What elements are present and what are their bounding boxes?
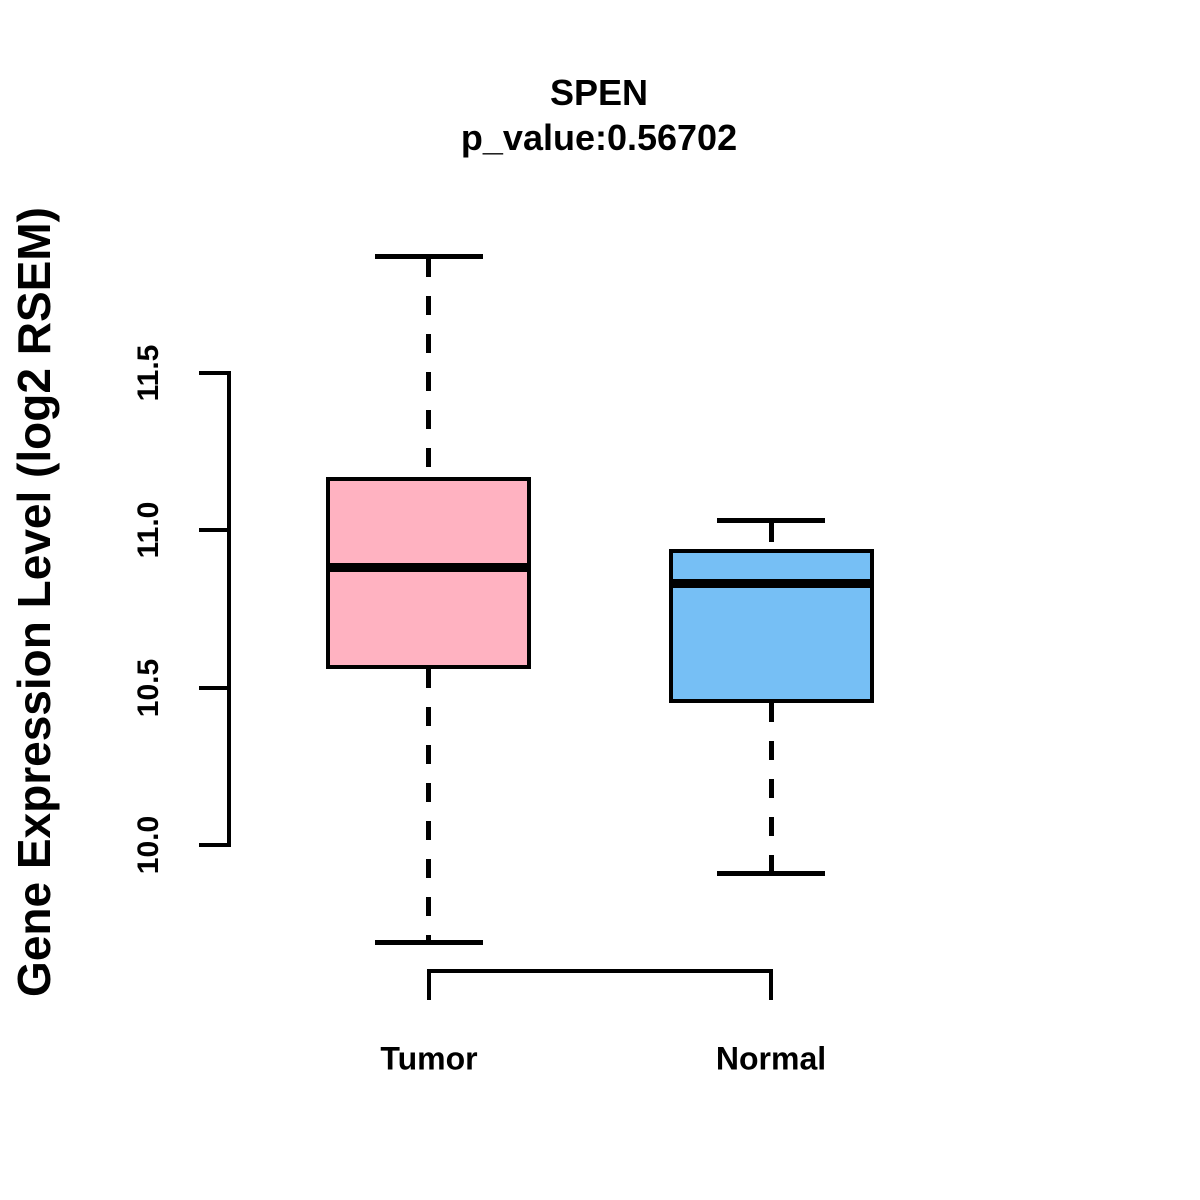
y-axis-tick-label: 11.0 [132, 501, 165, 559]
whisker-cap-lower-tumor [375, 940, 483, 945]
y-axis-tick [199, 843, 227, 847]
whisker-upper-line-normal [769, 523, 774, 549]
whisker-lower-line-tumor [426, 669, 431, 941]
whisker-upper-line-tumor [426, 258, 431, 476]
whisker-cap-lower-normal [717, 871, 825, 876]
x-axis-category-label-normal: Normal [715, 1040, 827, 1077]
y-axis-line [227, 371, 231, 847]
median-line-normal [673, 579, 870, 588]
whisker-cap-upper-tumor [375, 254, 483, 259]
whisker-lower-line-normal [769, 703, 774, 871]
chart-title: SPEN [549, 72, 649, 113]
y-axis-tick [199, 528, 227, 532]
y-axis-tick [199, 371, 227, 375]
box-normal [669, 549, 874, 703]
chart-subtitle: p_value:0.56702 [460, 117, 738, 158]
box-tumor [326, 477, 531, 669]
y-axis-tick-label: 10.0 [132, 815, 165, 875]
y-axis-tick [199, 686, 227, 690]
median-line-tumor [330, 563, 527, 572]
x-axis-tick [769, 969, 773, 1000]
whisker-cap-upper-normal [717, 518, 825, 523]
x-axis-line [429, 969, 772, 973]
x-axis-tick [427, 969, 431, 1000]
y-axis-tick-label: 11.5 [132, 344, 165, 402]
y-axis-tick-label: 10.5 [132, 658, 165, 718]
x-axis-category-label-tumor: Tumor [380, 1040, 478, 1077]
